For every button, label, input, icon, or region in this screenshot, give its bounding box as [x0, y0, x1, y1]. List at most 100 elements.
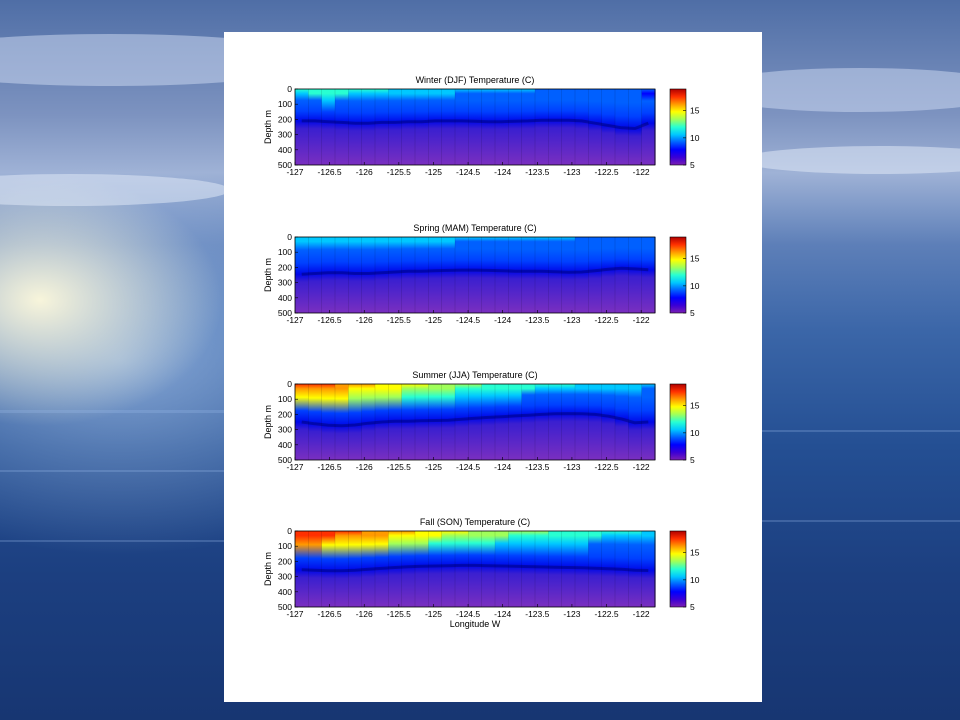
data-column	[601, 89, 616, 165]
thermocline-contour	[301, 118, 649, 131]
y-axis-label: Depth m	[263, 258, 273, 292]
data-column	[641, 237, 656, 313]
colorbar-tick-label: 10	[690, 281, 700, 291]
data-column	[415, 384, 429, 460]
data-column	[415, 531, 429, 607]
x-tick-label: -122.5	[594, 167, 618, 177]
y-tick-label: 200	[278, 262, 292, 272]
colorbar-tick-label: 10	[690, 133, 700, 143]
x-tick-label: -125.5	[387, 462, 411, 472]
x-tick-label: -127	[286, 315, 303, 325]
x-tick-label: -125.5	[387, 315, 411, 325]
data-column	[615, 384, 629, 460]
x-tick-label: -124.5	[456, 315, 480, 325]
x-tick-label: -126	[356, 609, 373, 619]
data-column	[481, 89, 496, 165]
data-column	[481, 531, 496, 607]
temperature-sections-figure: Winter (DJF) Temperature (C) -127 -126.5 -1…	[263, 75, 700, 629]
data-column	[455, 237, 469, 313]
data-column	[561, 89, 576, 165]
x-tick-label: -126	[356, 315, 373, 325]
data-column	[641, 384, 656, 460]
chart-title: Spring (MAM) Temperature (C)	[413, 223, 536, 233]
sea-reflections	[0, 410, 960, 542]
data-column	[548, 384, 563, 460]
plot-frame	[294, 236, 656, 314]
thermocline-contour	[301, 266, 649, 276]
x-tick-label: -127	[286, 167, 303, 177]
data-column	[548, 237, 563, 313]
y-tick-label: 500	[278, 455, 292, 465]
data-column	[295, 384, 309, 460]
data-column	[521, 531, 536, 607]
data-column	[455, 384, 469, 460]
data-column	[628, 384, 643, 460]
colorbar-tick-label: 10	[690, 428, 700, 438]
data-column	[348, 384, 363, 460]
data-column	[441, 237, 456, 313]
x-tick-label: -124.5	[456, 167, 480, 177]
x-tick-label: -125	[425, 167, 442, 177]
data-column	[335, 89, 349, 165]
colorbar	[669, 236, 687, 314]
data-column	[615, 531, 629, 607]
y-tick-label: 100	[278, 247, 292, 257]
data-column	[615, 89, 629, 165]
y-tick-label: 500	[278, 602, 292, 612]
data-column	[375, 237, 389, 313]
chart-title: Winter (DJF) Temperature (C)	[416, 75, 535, 85]
data-column	[521, 237, 536, 313]
y-tick-label: 300	[278, 572, 292, 582]
x-tick-label: -122.5	[594, 315, 618, 325]
y-tick-label: 300	[278, 278, 292, 288]
data-column	[561, 237, 576, 313]
data-column	[375, 384, 389, 460]
data-column	[641, 531, 656, 607]
data-column	[295, 89, 309, 165]
y-axis-label: Depth m	[263, 552, 273, 586]
data-column	[548, 531, 563, 607]
chart-title: Fall (SON) Temperature (C)	[420, 517, 530, 527]
y-tick-label: 0	[287, 84, 292, 94]
x-tick-label: -127	[286, 462, 303, 472]
data-column	[321, 89, 336, 165]
data-column	[561, 384, 576, 460]
data-column	[548, 89, 563, 165]
data-column	[508, 89, 523, 165]
x-tick-label: -124.5	[456, 609, 480, 619]
y-tick-label: 200	[278, 409, 292, 419]
data-column	[321, 384, 336, 460]
data-column	[535, 89, 549, 165]
y-tick-label: 0	[287, 232, 292, 242]
x-tick-label: -125.5	[387, 609, 411, 619]
data-column	[521, 89, 536, 165]
x-tick-label: -125	[425, 315, 442, 325]
data-column	[561, 531, 576, 607]
x-tick-label: -123.5	[525, 167, 549, 177]
x-tick-label: -123	[563, 609, 580, 619]
data-column	[401, 531, 416, 607]
y-tick-label: 500	[278, 308, 292, 318]
data-column	[321, 237, 336, 313]
data-column	[615, 237, 629, 313]
colorbar-tick-label: 5	[690, 308, 695, 318]
data-column	[401, 89, 416, 165]
colorbar	[669, 88, 687, 166]
chart-panel-3: Fall (SON) Temperature (C) -127 -126.5 -126…	[263, 517, 700, 629]
x-tick-label: -124.5	[456, 462, 480, 472]
y-tick-label: 100	[278, 541, 292, 551]
colorbar-tick-label: 15	[690, 106, 700, 116]
data-column	[575, 384, 589, 460]
data-column	[575, 237, 589, 313]
data-column	[468, 237, 483, 313]
data-column	[308, 237, 323, 313]
data-column	[375, 531, 389, 607]
data-column	[575, 89, 589, 165]
data-column	[321, 531, 336, 607]
x-tick-label: -124	[494, 167, 511, 177]
thermocline-contour	[301, 412, 649, 428]
chart-title: Summer (JJA) Temperature (C)	[412, 370, 537, 380]
colorbar-tick-label: 15	[690, 401, 700, 411]
data-column	[295, 237, 309, 313]
y-tick-label: 100	[278, 394, 292, 404]
